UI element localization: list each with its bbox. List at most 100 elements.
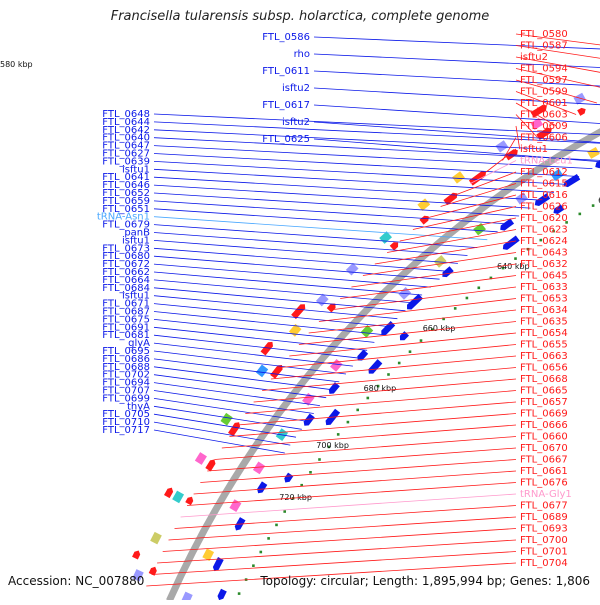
gene-label: FTL_0643 [520,248,568,259]
gene-leader-line [162,528,517,552]
gene-label: FTL_0609 [520,121,568,132]
scale-tick [275,523,278,527]
gene-label: FTL_0594 [520,64,568,75]
scale-tick [397,361,401,365]
minus-strand-gene-arrow [534,193,551,207]
plus-strand-gene-arrow [389,242,399,251]
scale-tick [237,592,241,595]
gene-leader-line [515,68,600,88]
gene-leader-line [351,263,517,288]
gene-label: FTL_0664 [102,275,150,286]
minus-strand-gene-arrow [595,158,600,169]
gene-label: tRNA-Gly1 [520,489,572,500]
minus-strand-gene-arrow [502,235,520,250]
gene-label: FTL_0662 [102,267,150,278]
gene-label: FTL_0616 [520,190,568,201]
gene-label: FTL_0689 [520,512,568,523]
gene-label: isftu1 [122,235,150,246]
gene-leader-line [313,36,600,50]
gene-leader-line [153,161,567,185]
scale-tick [259,550,263,554]
scale-tick [366,396,370,400]
plus-strand-gene-arrow [530,104,547,118]
gene-leader-line [253,378,517,403]
gene-label: FTL_0695 [102,346,150,357]
gene-label: FTL_0648 [102,109,150,120]
gene-leader-line [237,401,517,426]
minus-strand-gene-arrow [563,174,581,188]
plus-strand-gene-arrow [577,107,586,116]
plus-strand-gene-arrow [536,127,552,140]
gene-label: FTL_0705 [102,409,150,420]
gene-leader-line [440,183,517,207]
gene-label: FTL_0624 [520,236,568,247]
gene-leader-line [308,309,517,334]
gene-label: panB [124,228,150,239]
gene-leader-line [200,459,517,483]
gene-label: FTL_0652 [102,188,150,199]
gene-label: FTL_0645 [520,271,568,282]
annotation-block [132,569,144,582]
gene-leader-line [515,125,521,150]
gene-leader-line [340,275,517,299]
gene-label: FTL_0599 [520,87,568,98]
gene-label: FTL_0620 [520,213,568,224]
gene-leader-line [153,192,520,217]
gene-label: FTL_0672 [102,259,150,270]
plus-strand-gene-arrow [443,192,458,206]
scale-tick [501,266,505,270]
gene-leader-line [193,470,517,495]
gene-leader-line [151,551,517,575]
gene-label: FTL_0702 [102,370,150,381]
gene-label: thyA [127,401,150,412]
plus-strand-gene-arrow [260,341,273,356]
annotation-block [229,499,242,512]
gene-leader-line [153,208,498,233]
gene-label: isftu2 [282,117,310,128]
gene-leader-line [515,56,600,73]
plus-strand-gene-arrow [148,566,157,576]
gene-label: FTL_0657 [520,397,568,408]
scale-tick [578,212,582,216]
gene-label: isftu2 [282,83,310,94]
gene-label: FTL_0606 [520,133,568,144]
scale-label: 660 kbp [423,324,456,333]
minus-strand-gene-arrow [442,266,454,278]
gene-leader-line [153,319,375,343]
gene-leader-line [153,263,431,288]
gene-label: FTL_0665 [520,386,568,397]
gene-label: FTL_0680 [102,251,150,262]
gene-label: FTL_0659 [102,196,150,207]
minus-strand-gene-arrow [212,557,224,572]
gene-label: FTL_0670 [520,443,568,454]
gene-label: isftu1 [122,291,150,302]
gene-label: isftu1 [122,164,150,175]
gene-label: FTL_0668 [520,374,568,385]
plus-strand-gene-arrow [164,487,174,499]
gene-label: FTL_0654 [520,328,568,339]
gene-label: FTL_0671 [102,299,150,310]
gene-leader-line [153,168,555,193]
gene-leader-line [153,137,600,161]
annotation-block [417,198,431,211]
gene-leader-line [153,303,390,327]
scale-tick [327,445,331,449]
gene-label: FTL_0651 [102,204,150,215]
gene-leader-line [485,148,517,173]
scale-tick [376,384,380,388]
minus-strand-gene-arrow [368,359,383,374]
scale-tick [514,257,517,260]
annotation-block [345,262,359,276]
gene-leader-line [153,176,543,201]
gene-leader-line [229,413,517,437]
gene-label: FTL_0687 [102,307,150,318]
gene-label: FTL_0642 [102,125,150,136]
gene-leader-line [153,382,320,406]
minus-strand-gene-arrow [407,293,423,310]
gene-leader-line [270,355,517,380]
annotation-block [360,325,374,338]
minus-strand-gene-arrow [328,382,340,394]
gene-leader-line [153,232,468,256]
